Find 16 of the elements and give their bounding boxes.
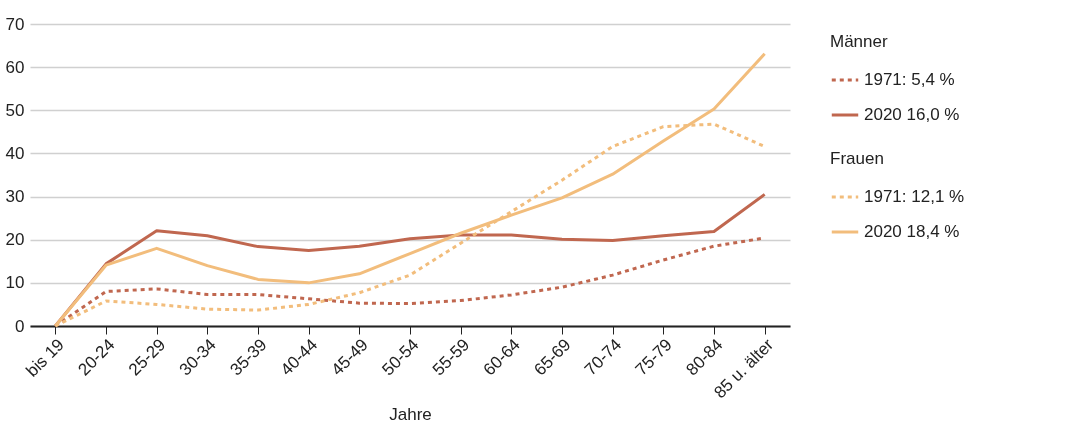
legend-label: 1971: 5,4 % — [864, 70, 955, 89]
text: Männer — [830, 32, 888, 51]
y-tick-label: 70 — [5, 14, 25, 34]
y-tick-label: 60 — [5, 57, 25, 77]
y-tick-label: 10 — [5, 273, 25, 293]
legend-label: 1971: 12,1 % — [864, 187, 965, 206]
x-tick-label: bis 19 — [22, 335, 68, 381]
y-tick-label: 30 — [5, 187, 25, 207]
y-tick-label: 50 — [5, 100, 25, 120]
y-tick-label: 40 — [5, 143, 25, 163]
y-tick-label: 0 — [15, 316, 25, 336]
x-axis-title: Jahre — [389, 405, 432, 425]
legend-label: 2020 16,0 % — [864, 105, 960, 124]
text: Frauen — [830, 149, 884, 168]
legend-label: 2020 18,4 % — [864, 222, 960, 241]
y-tick-label: 20 — [5, 230, 25, 250]
